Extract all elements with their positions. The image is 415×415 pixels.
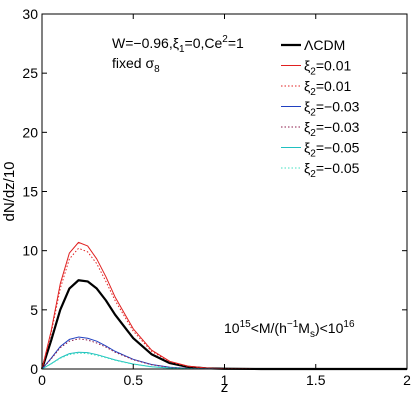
legend-entry-5: ξ2=−0.05 <box>304 140 360 160</box>
mass-m: M <box>298 320 310 336</box>
y-tick-label: 15 <box>22 184 38 200</box>
legend-entry-3: ξ2=−0.03 <box>304 99 360 119</box>
x-tick-label: 2 <box>403 372 411 388</box>
legend-entry-main: ξ <box>304 160 310 176</box>
legend-entry-value: =−0.03 <box>316 119 360 135</box>
series-line-2 <box>41 247 407 370</box>
legend-entry-value: =−0.05 <box>316 160 360 176</box>
legend-entry-sub: 2 <box>310 87 316 98</box>
legend-entry-main: ξ <box>304 140 310 156</box>
legend-entry-main: ξ <box>304 58 310 74</box>
x-tick-label: 1.5 <box>306 372 326 388</box>
legend-entry-1: ξ2=0.01 <box>304 58 351 78</box>
legend-entry-2: ξ2=0.01 <box>304 78 351 98</box>
x-tick-label: 1 <box>221 372 229 388</box>
legend-entry-value: =−0.03 <box>316 99 360 115</box>
mass-m-h: <M/(h <box>251 320 287 336</box>
params-sigma-sub: 8 <box>154 64 160 75</box>
legend-entry-main: ξ <box>304 99 310 115</box>
mass-16-sup: 16 <box>343 319 355 330</box>
params-ce: =0,Ce <box>185 35 223 51</box>
params-fixed-sigma: fixed σ <box>112 55 154 71</box>
legend-entry-sub: 2 <box>310 108 316 119</box>
legend-entry-sub: 2 <box>310 128 316 139</box>
y-tick-label: 25 <box>22 65 38 81</box>
y-tick-label: 30 <box>22 6 38 22</box>
params-annotation-line1: W=−0.96,ξ1=0,Ce2=1 <box>112 34 244 55</box>
legend-entry-value: =0.01 <box>316 58 352 74</box>
y-axis-label: dN/dz/10 <box>1 161 18 221</box>
y-tick-label: 5 <box>30 302 38 318</box>
x-tick-label: 0.5 <box>124 372 144 388</box>
mass-minus1-sup: −1 <box>287 319 299 330</box>
y-tick-label: 20 <box>22 124 38 140</box>
legend-entry-main: ΛCDM <box>304 37 345 53</box>
legend-entry-4: ξ2=−0.03 <box>304 119 360 139</box>
legend: ΛCDMξ2=0.01ξ2=0.01ξ2=−0.03ξ2=−0.03ξ2=−0.… <box>281 37 360 180</box>
mass-range-annotation: 1015<M/(h−1Ms)<1016 <box>224 319 355 340</box>
mass-15-sup: 15 <box>240 319 252 330</box>
legend-entry-6: ξ2=−0.05 <box>304 160 360 180</box>
x-tick-label: 0 <box>38 372 46 388</box>
params-ce-sup: 2 <box>222 34 228 45</box>
params-xi-sub: 1 <box>179 44 185 55</box>
legend-entry-main: ξ <box>304 78 310 94</box>
mass-10a: 10 <box>224 320 240 336</box>
legend-entry-value: =−0.05 <box>316 140 360 156</box>
params-w-xi: W=−0.96,ξ <box>112 35 179 51</box>
legend-entry-value: =0.01 <box>316 78 352 94</box>
x-axis-label: z <box>221 379 229 396</box>
mass-10b: )<10 <box>315 320 344 336</box>
params-end: =1 <box>228 35 244 51</box>
y-tick-label: 0 <box>30 361 38 377</box>
legend-entry-sub: 2 <box>310 67 316 78</box>
legend-entry-sub: 2 <box>310 169 316 180</box>
mass-s-sub: s <box>310 329 315 340</box>
legend-entry-sub: 2 <box>310 149 316 160</box>
y-tick-label: 10 <box>22 243 38 259</box>
params-annotation-line2: fixed σ8 <box>112 55 160 75</box>
legend-entry-0: ΛCDM <box>304 37 345 53</box>
legend-entry-main: ξ <box>304 119 310 135</box>
